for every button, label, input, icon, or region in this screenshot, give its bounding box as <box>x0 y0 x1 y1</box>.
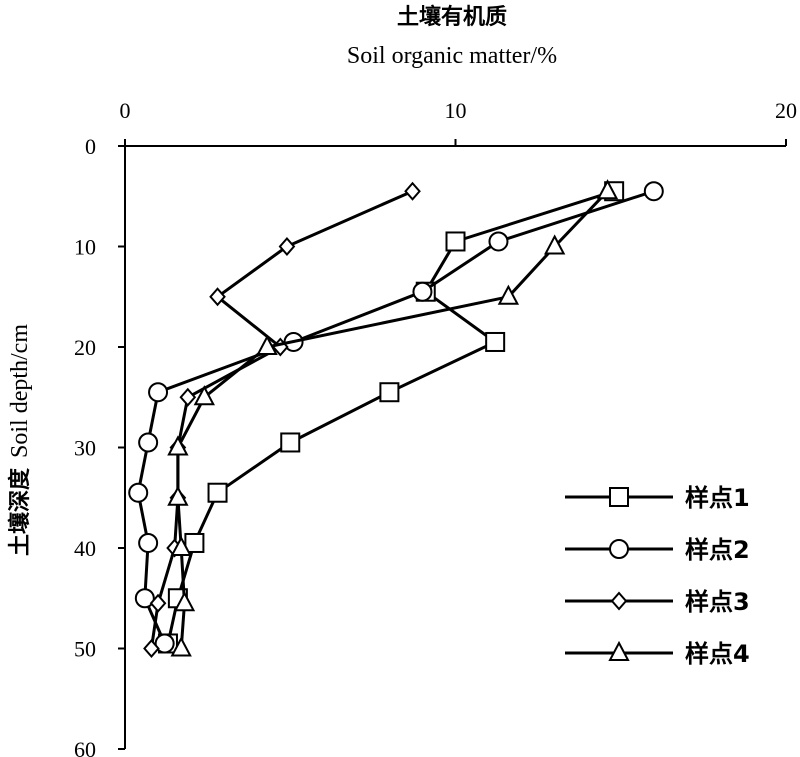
series-4-point <box>256 334 278 355</box>
series-2-point <box>154 633 175 654</box>
series-2-line <box>136 189 655 645</box>
series-3-point <box>209 287 226 307</box>
series-1-point <box>445 231 466 252</box>
svg-text:土壤深度Soil depth/cm: 土壤深度 Soil depth/cm <box>7 324 33 556</box>
y-tick-label: 0 <box>85 134 96 159</box>
legend-marker <box>610 591 628 611</box>
series-3-point <box>179 387 197 407</box>
series-2-point <box>138 432 159 453</box>
series-2-point <box>488 231 509 252</box>
legend-label: 样点1 <box>685 484 750 512</box>
legend-marker <box>609 487 629 507</box>
series-4-point <box>170 535 192 556</box>
series-4 <box>167 179 619 657</box>
series-2 <box>128 181 664 654</box>
y-tick-label: 60 <box>74 737 96 757</box>
series-2-point <box>138 532 159 553</box>
series-4-point <box>170 636 192 657</box>
series-4-point <box>167 435 189 456</box>
series-1-point <box>485 331 506 352</box>
x-tick-label: 20 <box>775 98 797 123</box>
series-3-point <box>143 638 160 659</box>
series-1-point <box>280 432 301 453</box>
series-4-line <box>176 190 609 649</box>
series-4-point <box>173 591 196 612</box>
series-1-point <box>184 532 205 553</box>
series-1 <box>157 181 625 654</box>
legend-label: 样点3 <box>685 588 750 616</box>
axes: 0 10 20 0 10 20 30 40 50 60 <box>74 98 797 757</box>
legend-item-4: 样点4 <box>565 640 750 668</box>
y-tick-label: 30 <box>74 436 96 461</box>
legend-label: 样点4 <box>685 640 750 668</box>
legend: 样点1 样点2 样点3 样点4 <box>565 484 750 668</box>
series-4-point <box>193 385 215 406</box>
series-2-point <box>643 181 664 202</box>
y-tick-label: 10 <box>74 235 96 260</box>
series-4-point <box>167 485 189 506</box>
series-1-point <box>379 382 400 403</box>
y-tick-label: 50 <box>74 637 96 662</box>
series-2-point <box>134 588 155 609</box>
series-2-point <box>128 482 149 503</box>
y-tick-label: 40 <box>74 536 96 561</box>
y-axis-label-cn: 土壤深度 <box>7 467 33 556</box>
series-1-line <box>166 189 615 644</box>
series-4-point <box>596 179 619 200</box>
legend-marker <box>609 539 629 559</box>
legend-item-2: 样点2 <box>565 536 750 564</box>
series-3-point <box>278 236 296 257</box>
series-3-line <box>149 189 414 649</box>
series-3 <box>143 181 421 659</box>
x-tick-label: 10 <box>445 98 467 123</box>
series-1-point <box>207 482 228 503</box>
y-axis-label: 土壤深度 Soil depth/cm <box>7 324 33 556</box>
series-2-point <box>412 281 433 302</box>
series-layer <box>128 179 664 659</box>
y-tick-label: 20 <box>74 335 96 360</box>
series-4-point <box>497 284 520 305</box>
legend-item-1: 样点1 <box>565 484 750 512</box>
legend-marker <box>608 640 630 661</box>
series-4-point <box>543 234 566 255</box>
x-tick-label: 0 <box>120 98 131 123</box>
y-axis-label-en: Soil depth/cm <box>7 324 33 458</box>
series-3-point <box>149 593 167 613</box>
legend-label: 样点2 <box>685 536 750 564</box>
legend-item-3: 样点3 <box>565 588 750 616</box>
x-axis-label: Soil organic matter/% <box>347 43 557 69</box>
series-2-point <box>148 382 169 403</box>
series-3-point <box>404 181 421 201</box>
chart-title-cn: 土壤有机质 <box>397 4 507 30</box>
